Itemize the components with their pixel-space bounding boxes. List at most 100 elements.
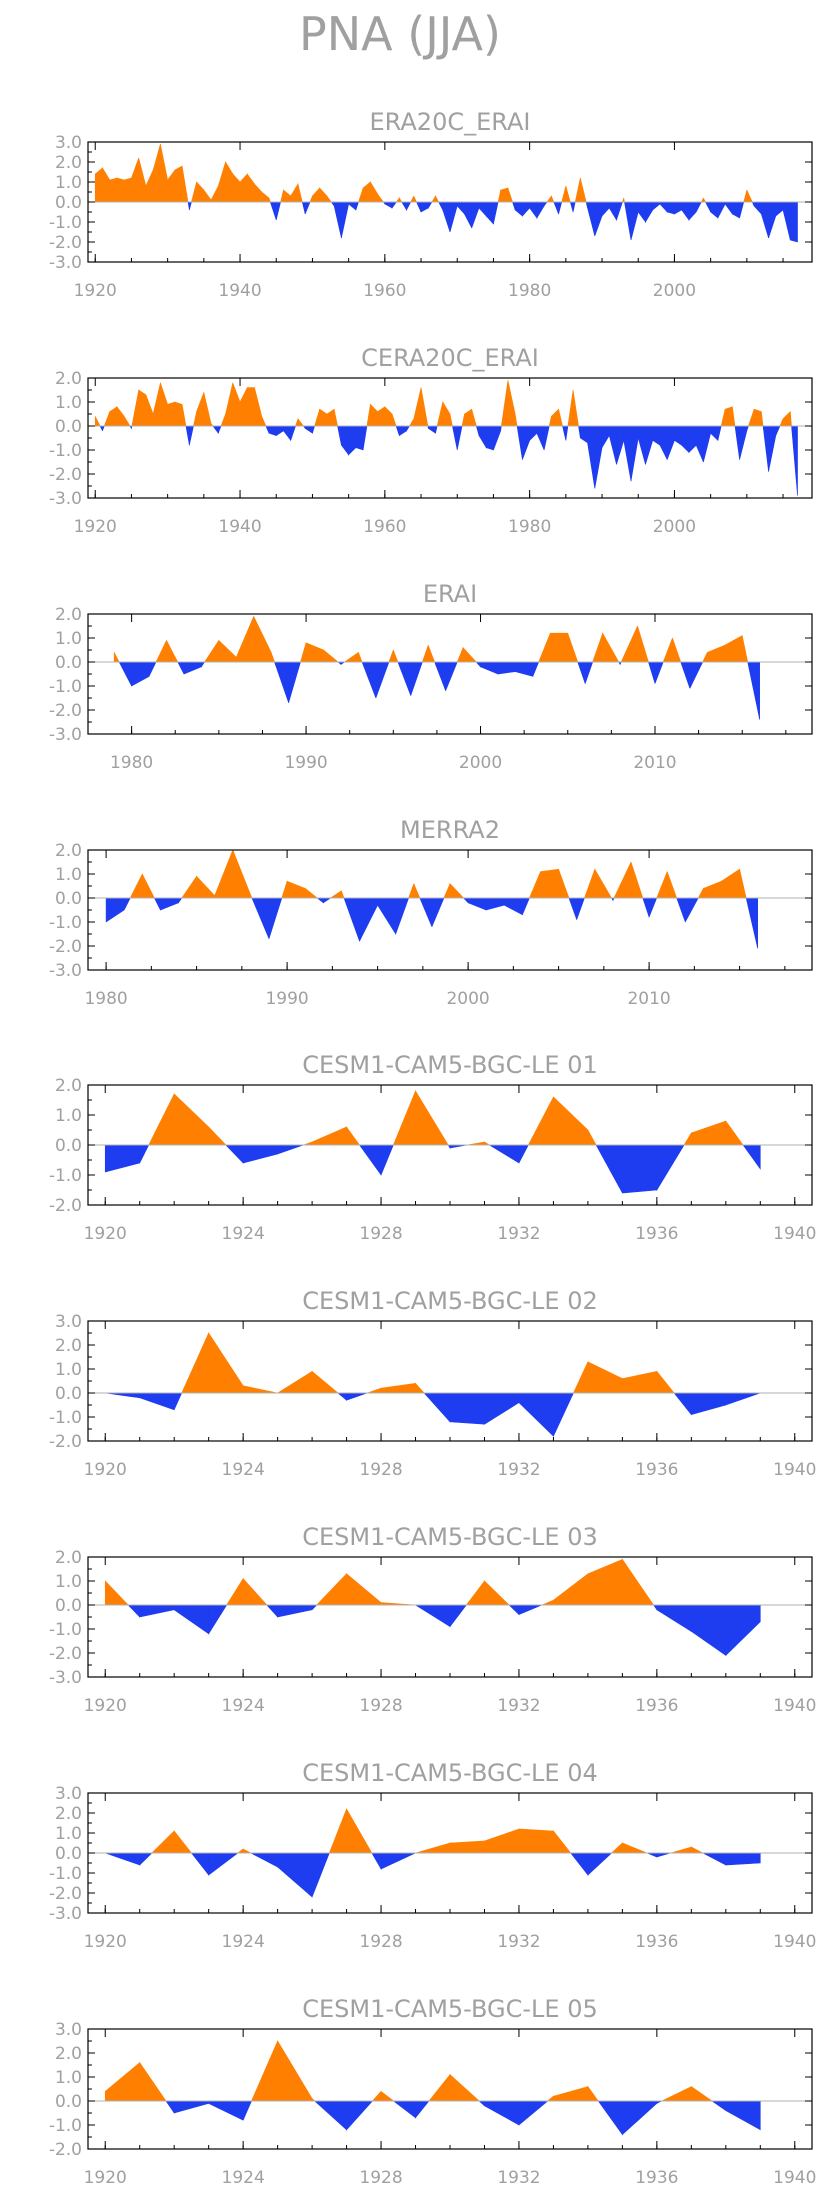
panel-title: CESM1-CAM5-BGC-LE 01 <box>302 1051 598 1079</box>
x-tick-label: 2000 <box>653 517 696 537</box>
negative-area-segment <box>497 661 516 675</box>
y-tick-label: 1.0 <box>55 865 82 885</box>
y-tick-label: 1.0 <box>55 1106 82 1126</box>
x-tick-label: 1940 <box>218 281 261 301</box>
y-tick-label: 0.0 <box>55 1136 82 1156</box>
x-tick-label: 1980 <box>110 753 153 773</box>
panel-3: ERAI 2.0 1.0 0.0 -1.0 -2.0 -3.0 1980 1990 2000 201… <box>49 580 813 773</box>
x-tick-label: 1920 <box>84 1224 127 1244</box>
negative-area-segment <box>485 425 494 451</box>
negative-area-segment <box>666 201 675 215</box>
y-tick-label: -1.0 <box>49 1620 82 1640</box>
positive-area-segment <box>540 868 559 899</box>
panel-9: CESM1-CAM5-BGC-LE 05 3.0 2.0 1.0 0.0 -1.0 -2.0… <box>49 1995 817 2188</box>
y-tick-label: -1.0 <box>49 1864 82 1884</box>
positive-area-segment <box>123 177 132 203</box>
negative-area-segment <box>449 1392 485 1425</box>
y-tick-label: -2.0 <box>49 1432 82 1452</box>
positive-area-segment <box>167 401 176 427</box>
y-tick-label: -3.0 <box>49 1904 82 1924</box>
y-tick-label: 1.0 <box>55 1572 82 1592</box>
x-tick-label: 1940 <box>773 1224 816 1244</box>
y-tick-label: 0.0 <box>55 193 82 213</box>
x-tick-label: 1924 <box>222 2168 265 2188</box>
panel-title: MERRA2 <box>400 816 500 844</box>
x-tick-label: 1924 <box>222 1224 265 1244</box>
positive-area-segment <box>753 408 762 427</box>
positive-area-segment <box>500 187 509 203</box>
panel-7: CESM1-CAM5-BGC-LE 03 2.0 1.0 0.0 -1.0 -2.0 -3.… <box>49 1523 817 1716</box>
panel-6: CESM1-CAM5-BGC-LE 02 3.0 2.0 1.0 0.0 -1.0 -2.0… <box>49 1287 817 1480</box>
y-tick-label: -2.0 <box>49 233 82 253</box>
x-tick-label: 1932 <box>497 1932 540 1952</box>
y-tick-label: -1.0 <box>49 1166 82 1186</box>
y-tick-label: -1.0 <box>49 213 82 233</box>
x-tick-label: 2000 <box>459 753 502 773</box>
y-tick-label: 1.0 <box>55 173 82 193</box>
y-tick-label: 1.0 <box>55 1824 82 1844</box>
x-tick-label: 1928 <box>359 2168 402 2188</box>
y-tick-label: -3.0 <box>49 253 82 273</box>
negative-area-segment <box>622 1144 658 1194</box>
x-tick-label: 1920 <box>74 281 117 301</box>
panel-title: ERA20C_ERAI <box>370 108 531 136</box>
x-tick-label: 2000 <box>446 989 489 1009</box>
panel-title: CESM1-CAM5-BGC-LE 02 <box>302 1287 598 1315</box>
x-tick-label: 1936 <box>635 1224 678 1244</box>
y-tick-label: 0.0 <box>55 1384 82 1404</box>
positive-area-segment <box>174 401 183 427</box>
x-tick-label: 1940 <box>218 517 261 537</box>
positive-area-segment <box>174 165 183 203</box>
x-tick-label: 1960 <box>363 281 406 301</box>
x-tick-label: 1920 <box>84 1460 127 1480</box>
negative-area-segment <box>789 201 798 243</box>
y-tick-label: -1.0 <box>49 913 82 933</box>
y-tick-label: -2.0 <box>49 937 82 957</box>
y-tick-label: -3.0 <box>49 489 82 509</box>
x-tick-label: 1932 <box>497 1696 540 1716</box>
y-tick-label: -1.0 <box>49 441 82 461</box>
y-tick-label: -2.0 <box>49 465 82 485</box>
y-tick-label: -2.0 <box>49 1196 82 1216</box>
y-tick-label: 2.0 <box>55 1548 82 1568</box>
y-tick-label: 0.0 <box>55 1596 82 1616</box>
y-tick-label: 1.0 <box>55 629 82 649</box>
x-tick-label: 1920 <box>84 2168 127 2188</box>
positive-area-segment <box>449 1840 485 1854</box>
x-tick-label: 1940 <box>773 1460 816 1480</box>
y-tick-label: -1.0 <box>49 677 82 697</box>
y-tick-label: 2.0 <box>55 369 82 389</box>
x-tick-label: 1920 <box>84 1696 127 1716</box>
panel-title: CESM1-CAM5-BGC-LE 03 <box>302 1523 598 1551</box>
x-tick-label: 1928 <box>359 1224 402 1244</box>
x-tick-label: 1924 <box>222 1460 265 1480</box>
y-tick-label: -3.0 <box>49 725 82 745</box>
y-tick-label: 3.0 <box>55 133 82 153</box>
x-tick-label: 1924 <box>222 1696 265 1716</box>
panel-title: CERA20C_ERAI <box>361 344 539 372</box>
x-tick-label: 1928 <box>359 1932 402 1952</box>
x-tick-label: 1928 <box>359 1460 402 1480</box>
x-tick-label: 1936 <box>635 1696 678 1716</box>
x-tick-label: 1980 <box>508 517 551 537</box>
y-tick-label: 2.0 <box>55 1336 82 1356</box>
x-tick-label: 1990 <box>265 989 308 1009</box>
y-tick-label: 2.0 <box>55 605 82 625</box>
y-tick-label: -2.0 <box>49 2140 82 2160</box>
y-tick-label: 3.0 <box>55 2020 82 2040</box>
x-tick-label: 2010 <box>627 989 670 1009</box>
x-tick-label: 1936 <box>635 1932 678 1952</box>
panel-title: ERAI <box>423 580 477 608</box>
x-tick-label: 1936 <box>635 1460 678 1480</box>
x-tick-label: 1932 <box>497 2168 540 2188</box>
x-tick-label: 1920 <box>74 517 117 537</box>
x-tick-label: 1940 <box>773 2168 816 2188</box>
positive-area-segment <box>138 389 147 427</box>
positive-area-segment <box>246 387 255 427</box>
y-tick-label: 2.0 <box>55 1804 82 1824</box>
y-tick-label: 1.0 <box>55 2068 82 2088</box>
y-tick-label: 1.0 <box>55 393 82 413</box>
y-tick-label: 0.0 <box>55 653 82 673</box>
positive-area-segment <box>109 177 118 203</box>
